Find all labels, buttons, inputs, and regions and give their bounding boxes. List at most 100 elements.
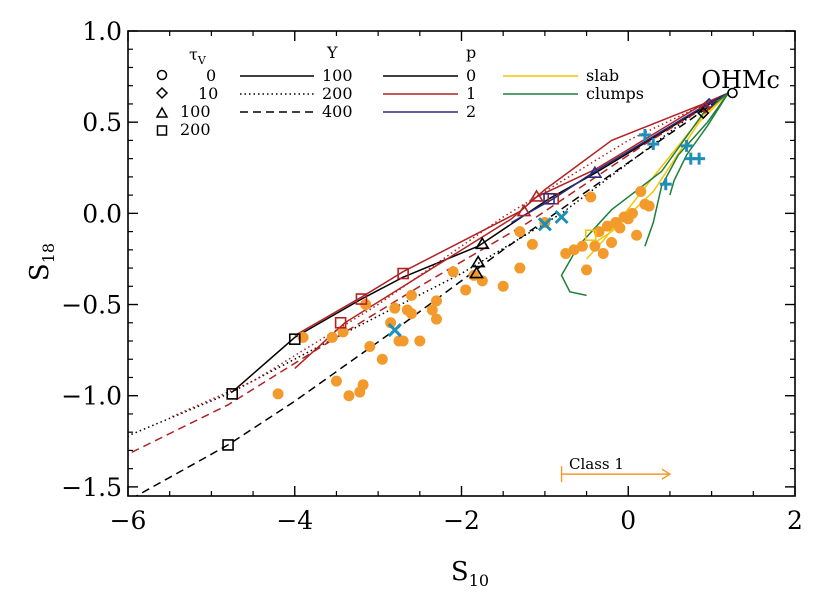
cross-stroke: [554, 209, 569, 225]
observed-point: [376, 353, 388, 365]
legend-p-header: p: [466, 43, 476, 62]
model-marker-square: [355, 293, 368, 305]
observed-point: [272, 388, 284, 400]
cross-point: [638, 128, 651, 141]
model-curve: [560, 92, 729, 297]
legend-geometry: slab clumps: [503, 66, 644, 103]
x-tick-label: 2: [787, 506, 803, 535]
class-range: Class 1: [560, 455, 672, 483]
plot-frame: [127, 30, 796, 497]
legend-p-1: 1: [466, 84, 476, 103]
observed-point: [326, 331, 338, 343]
observed-point: [643, 200, 655, 212]
observed-point: [414, 335, 426, 347]
model-curve: [294, 92, 729, 369]
observed-point: [568, 244, 580, 256]
x-tick-label: −6: [110, 506, 147, 535]
y-tick-label: −1.5: [61, 473, 122, 502]
observed-point: [606, 237, 618, 249]
legend-y-100: 100: [322, 66, 353, 85]
observed-point: [343, 390, 355, 402]
legend-p-0: 0: [466, 66, 476, 85]
observed-point: [397, 335, 409, 347]
legend-y-200: 200: [322, 84, 353, 103]
legend-circle-marker: [156, 69, 168, 81]
model-curve: [128, 92, 729, 437]
legend-tau-100: 100: [180, 102, 211, 121]
x-tick-label: 0: [620, 506, 636, 535]
y-tick-label: 1.0: [82, 17, 122, 46]
observed-point: [364, 340, 376, 352]
model-curve: [294, 92, 729, 337]
model-marker-diamond: [698, 101, 712, 114]
observed-point: [460, 284, 472, 296]
observed-point: [430, 295, 442, 307]
model-marker-square: [397, 267, 409, 280]
cross-points: [387, 128, 706, 338]
y-axis-label: S18: [25, 243, 58, 281]
x-axis-label: S10: [451, 557, 489, 590]
x-tick-label: −4: [276, 506, 313, 535]
legend-tau-200: 200: [180, 120, 211, 139]
model-curve: [669, 92, 729, 196]
observed-point: [430, 313, 442, 325]
legend-y-header: Y: [326, 43, 338, 62]
cross-point: [387, 322, 402, 338]
cross-stroke: [387, 322, 402, 338]
observed-point: [426, 304, 438, 316]
legend-tau-0: 0: [206, 66, 216, 85]
legend-tau: τV 0 10 100 200: [155, 45, 218, 139]
axis-ticks: −6 −4 −2 0 2 −1.5 −1.0 −0.5 0.0 0.5 1.0: [61, 17, 803, 535]
legend-y-400: 400: [322, 102, 353, 121]
observed-point: [626, 207, 638, 219]
model-marker-triangle: [529, 189, 544, 202]
panel-label: OHMc: [701, 66, 780, 94]
model-curves: [128, 92, 729, 496]
cross-point: [659, 178, 672, 191]
model-marker-square: [584, 229, 597, 242]
legend-triangle-marker: [155, 106, 169, 118]
model-marker-square: [222, 439, 234, 451]
model-marker-triangle: [470, 255, 486, 268]
y-tick-label: −1.0: [61, 382, 122, 411]
observed-point: [514, 262, 526, 274]
model-curve: [169, 92, 729, 419]
model-curve: [128, 92, 729, 455]
class-range-arrowhead: [661, 468, 672, 480]
model-curve: [511, 92, 729, 224]
legend-p-2: 2: [466, 102, 476, 121]
model-curve: [594, 92, 729, 244]
y-tick-label: 0.5: [82, 108, 122, 137]
observed-point: [385, 317, 397, 329]
model-curve: [135, 92, 729, 496]
legend-slab-label: slab: [586, 66, 619, 85]
legend-square-marker: [156, 125, 168, 136]
y-tick-label: 0.0: [82, 199, 122, 228]
legend-diamond-marker: [155, 86, 169, 100]
observed-point: [389, 302, 401, 314]
observed-point: [581, 264, 593, 276]
observed-point: [337, 326, 349, 338]
observed-point: [631, 229, 643, 241]
x-tick-label: −2: [443, 506, 480, 535]
observed-point: [405, 308, 417, 320]
y-tick-label: −0.5: [61, 291, 122, 320]
cross-point: [680, 139, 693, 152]
model-curve: [644, 92, 729, 247]
cross-point: [647, 138, 660, 151]
legend-tau-10: 10: [198, 84, 218, 103]
observed-point: [405, 289, 417, 301]
observed-point: [576, 240, 588, 252]
observed-point: [447, 266, 459, 278]
cross-point: [693, 152, 706, 165]
legend-p: p 0 1 2: [383, 43, 476, 121]
model-marker-square: [543, 192, 555, 205]
observed-point: [357, 379, 369, 391]
cross-stroke: [537, 217, 552, 232]
observed-point: [585, 191, 597, 203]
legend-tau-header: τV: [189, 45, 207, 67]
observed-point: [330, 375, 342, 387]
model-marker-diamond: [697, 106, 710, 120]
observed-point: [614, 222, 626, 234]
